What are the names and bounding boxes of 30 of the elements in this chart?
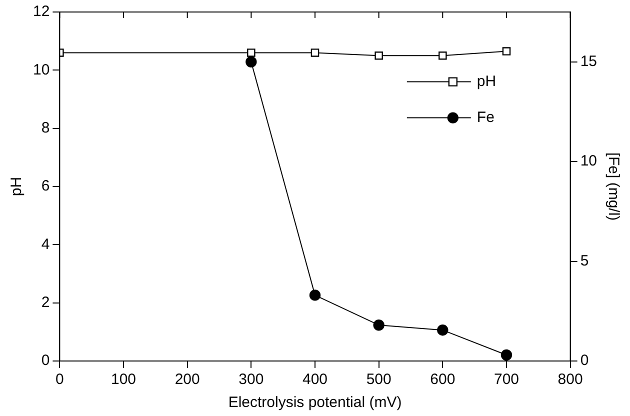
x-tick-label: 600: [430, 371, 456, 388]
x-tick-label: 400: [302, 371, 328, 388]
y-tick-label: 8: [41, 119, 50, 136]
x-axis-title: Electrolysis potential (mV): [228, 394, 402, 412]
x-tick-label: 500: [366, 371, 392, 388]
x-tick-label: 800: [558, 371, 583, 388]
point: [500, 349, 512, 361]
point: [246, 56, 257, 68]
y-axis-title: pH: [8, 176, 26, 196]
y-tick-label: 0: [41, 352, 50, 370]
legend-label: pH: [476, 72, 496, 90]
y-tick-label: 6: [41, 178, 50, 195]
point: [437, 324, 448, 336]
y2-tick-label: 10: [580, 152, 598, 170]
x-tick-label: 0: [56, 371, 64, 388]
y-tick-label: 10: [32, 61, 50, 78]
x-tick-label: 700: [494, 371, 519, 388]
y-tick-label: 12: [32, 3, 50, 20]
x-tick-label: 200: [174, 371, 200, 388]
legend-label: Fe: [476, 108, 494, 126]
y-tick-label: 2: [41, 294, 50, 311]
y2-tick-label: 5: [580, 252, 589, 270]
x-tick-label: 100: [111, 371, 136, 388]
point: [309, 290, 321, 301]
point: [373, 320, 384, 331]
y-tick-label: 4: [41, 236, 50, 253]
x-tick-label: 300: [238, 371, 264, 388]
y2-tick-label: 15: [580, 53, 598, 70]
y2-tick-label: 0: [580, 352, 589, 370]
y2-axis-title: [Fe] (mg/l): [604, 152, 622, 221]
